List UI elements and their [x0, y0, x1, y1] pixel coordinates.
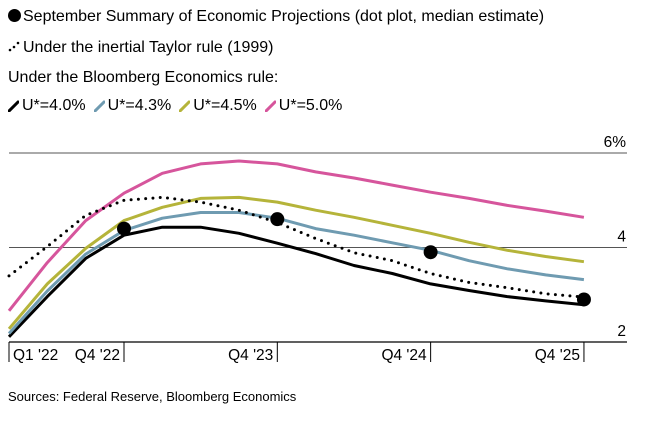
x-axis: Q1 '22 Q4 '22 Q4 '23 Q4 '24 Q4 '25 — [8, 342, 585, 364]
sep-dot-icon — [8, 9, 21, 22]
series-line-u50 — [7, 159, 585, 312]
x-tick-label: Q4 '25 — [535, 347, 580, 364]
sep-points — [116, 212, 591, 307]
chart-area: 2 4 6% Q1 '22 Q4 '22 Q4 '23 Q4 '24 Q4 '25 — [7, 134, 627, 364]
series-line-u45 — [7, 195, 585, 330]
legend-item-u40: U*=4.0% — [8, 96, 86, 116]
legend-item-label: U*=5.0% — [278, 97, 343, 114]
x-tick-label: Q4 '22 — [75, 347, 120, 364]
line-swatch-icon — [8, 100, 19, 112]
x-tick-label: Q4 '23 — [228, 347, 273, 364]
sep-point — [576, 292, 591, 307]
line-swatch-icon — [93, 100, 105, 112]
legend-item-label: U*=4.3% — [107, 97, 172, 114]
line-swatch-icon — [179, 100, 191, 112]
x-tick-label: Q1 '22 — [13, 347, 58, 364]
legend-taylor: Under the inertial Taylor rule (1999) — [8, 38, 274, 58]
y-tick-label: 6% — [604, 134, 627, 151]
sep-point — [270, 212, 285, 227]
legend-sep-label: September Summary of Economic Projection… — [23, 8, 545, 25]
legend-item-label: U*=4.0% — [22, 97, 86, 114]
x-tick-label: Q4 '24 — [381, 347, 427, 364]
sep-point — [423, 245, 438, 260]
series-line-u43 — [7, 211, 585, 335]
legend-bloomberg-heading: Under the Bloomberg Economics rule: — [8, 69, 279, 86]
legend-item-label: U*=4.5% — [193, 97, 257, 114]
legend-item-u45: U*=4.5% — [179, 96, 257, 116]
dotted-line-icon — [8, 41, 20, 52]
series-lines — [7, 159, 586, 338]
series-line-taylor — [7, 195, 586, 299]
legend-sep: September Summary of Economic Projection… — [8, 7, 544, 27]
line-swatch-icon — [264, 100, 276, 112]
source-note: Sources: Federal Reserve, Bloomberg Econ… — [8, 389, 297, 404]
legend-taylor-label: Under the inertial Taylor rule (1999) — [23, 39, 274, 56]
legend-item-u43: U*=4.3% — [93, 96, 172, 116]
sep-point — [116, 221, 131, 236]
series-line-u40 — [7, 225, 585, 338]
gridlines: 2 4 6% — [9, 134, 627, 343]
legend-item-u50: U*=5.0% — [264, 96, 343, 116]
y-tick-label: 2 — [617, 323, 626, 340]
legend-series: U*=4.0% U*=4.3% U*=4.5% U*=5.0% — [8, 96, 350, 116]
y-tick-label: 4 — [617, 229, 626, 246]
